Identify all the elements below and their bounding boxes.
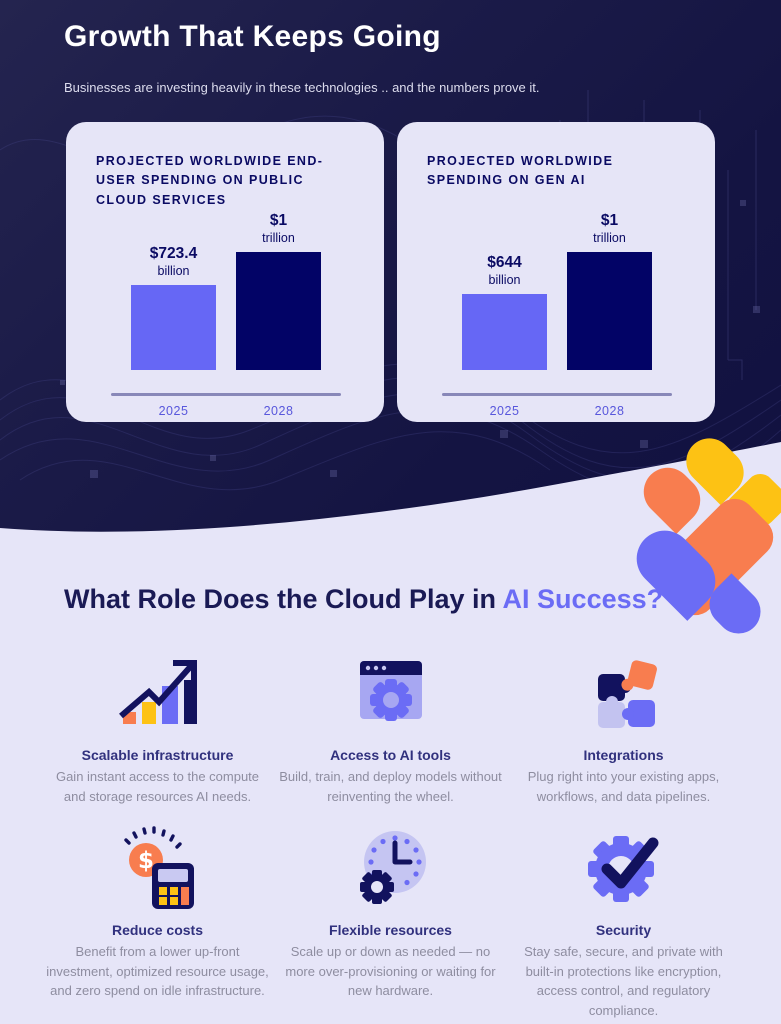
roles-section: What Role Does the Cloud Play in AI Succ… (0, 540, 781, 1024)
feature-security: Security Stay safe, secure, and private … (510, 820, 737, 1020)
bar (131, 285, 216, 370)
genai-spending-chart-card: PROJECTED WORLDWIDE SPENDING ON GEN AI $… (397, 122, 715, 422)
bar (462, 294, 547, 370)
bar-2025: $723.4 billion (131, 245, 216, 370)
bar (567, 252, 652, 370)
x-tick-label: 2028 (263, 404, 294, 418)
feature-flexible-resources: Flexible resources Scale up or down as n… (277, 820, 504, 1020)
bar-chart-genai: $644 billion $1 trillion 2025 2028 (427, 212, 687, 422)
bar-value-label: $1 (600, 212, 619, 229)
feature-title: Reduce costs (111, 922, 204, 938)
feature-description: Benefit from a lower up-front investment… (46, 944, 269, 998)
bar-chart-cloud: $723.4 billion $1 trillion 2025 2028 (96, 212, 356, 422)
clock-gear-icon (347, 820, 435, 914)
feature-title: Flexible resources (329, 922, 452, 938)
x-tick-label: 2028 (594, 404, 625, 418)
feature-scalable-infrastructure: Scalable infrastructure Gain instant acc… (44, 645, 271, 806)
feature-description: Build, train, and deploy models without … (279, 769, 502, 804)
page-title: Growth That Keeps Going (64, 20, 441, 53)
section-heading: What Role Does the Cloud Play in AI Succ… (0, 540, 781, 615)
feature-reduce-costs: $ Reduce costs Benefit from a lower up-f… (44, 820, 271, 1020)
puzzle-icon (586, 645, 662, 739)
hero-section: Growth That Keeps Going Businesses are i… (0, 0, 781, 540)
bar-value-label: $1 (269, 212, 288, 229)
bar-value-label: $644 (487, 254, 522, 271)
bar-2025: $644 billion (462, 254, 547, 370)
feature-title: Access to AI tools (330, 747, 451, 763)
feature-title: Integrations (583, 747, 664, 763)
feature-description: Gain instant access to the compute and s… (55, 769, 260, 804)
growth-chart-icon (115, 645, 201, 739)
heading-accent-text: AI Success? (502, 584, 664, 614)
page-subtitle: Businesses are investing heavily in thes… (64, 80, 540, 95)
feature-description: Plug right into your existing apps, work… (527, 769, 720, 804)
feature-integrations: Integrations Plug right into your existi… (510, 645, 737, 806)
gear-check-icon (581, 820, 667, 914)
x-tick-label: 2025 (158, 404, 189, 418)
feature-description: Stay safe, secure, and private with buil… (524, 944, 723, 1018)
chart-title: PROJECTED WORLDWIDE SPENDING ON GEN AI (427, 154, 614, 188)
bar-unit-label: billion (157, 264, 190, 278)
feature-access-ai-tools: Access to AI tools Build, train, and dep… (277, 645, 504, 806)
bar-unit-label: billion (488, 273, 521, 287)
bar-unit-label: trillion (262, 231, 295, 245)
browser-gear-icon (355, 645, 427, 739)
bar-value-label: $723.4 (149, 245, 198, 262)
bar-2028: $1 trillion (236, 212, 321, 370)
cloud-spending-chart-card: PROJECTED WORLDWIDE END-USER SPENDING ON… (66, 122, 384, 422)
feature-title: Security (595, 922, 652, 938)
feature-description: Scale up or down as needed — no more ove… (285, 944, 496, 998)
x-axis-line (111, 393, 341, 396)
x-axis-line (442, 393, 672, 396)
x-tick-label: 2025 (489, 404, 520, 418)
heading-text: What Role Does the Cloud Play in (64, 584, 503, 614)
features-grid: Scalable infrastructure Gain instant acc… (44, 645, 737, 1020)
feature-title: Scalable infrastructure (81, 747, 234, 763)
chart-cards-row: PROJECTED WORLDWIDE END-USER SPENDING ON… (66, 122, 715, 422)
calculator-coin-icon: $ (116, 820, 200, 914)
bar-unit-label: trillion (593, 231, 626, 245)
bar (236, 252, 321, 370)
svg-text:$: $ (137, 848, 153, 874)
bar-2028: $1 trillion (567, 212, 652, 370)
chart-title: PROJECTED WORLDWIDE END-USER SPENDING ON… (96, 154, 324, 207)
